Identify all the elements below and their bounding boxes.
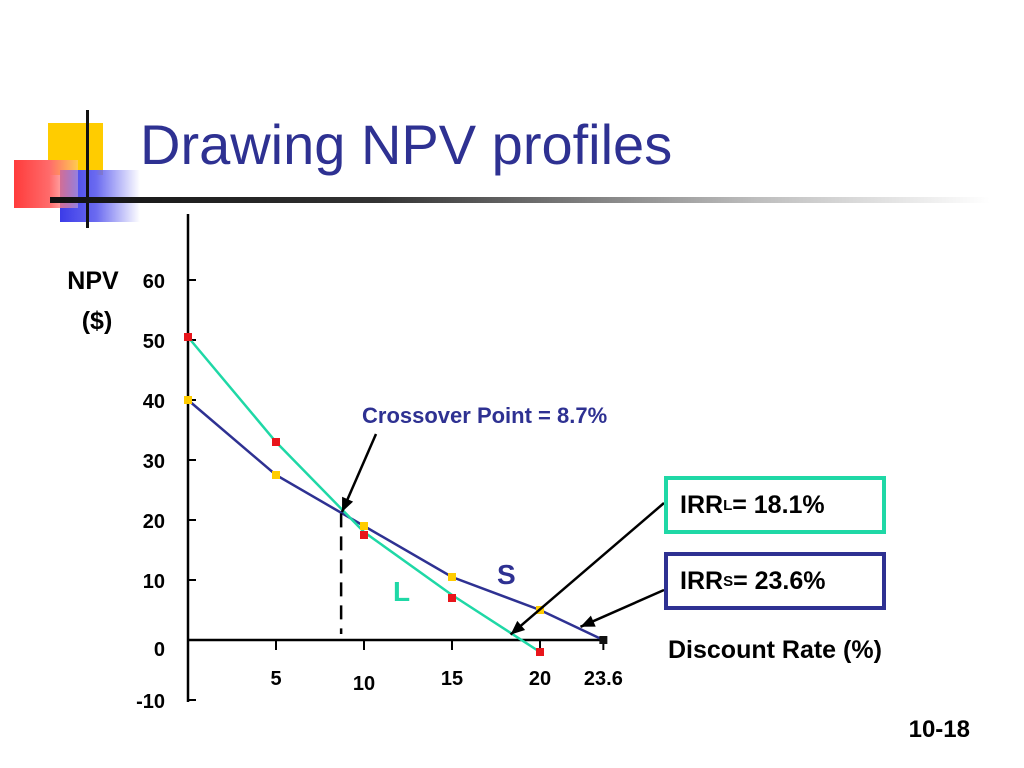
series-l-point — [184, 333, 192, 341]
y-tick-label: 30 — [143, 451, 165, 473]
y-axis-label-line1: NPV — [67, 267, 119, 295]
series-s-point — [360, 522, 368, 530]
deco-vertical-line — [86, 110, 89, 228]
crossover-label: Crossover Point = 8.7% — [362, 403, 607, 428]
y-axis-label-line2: ($) — [82, 307, 113, 335]
series-s-label: S — [497, 559, 516, 590]
irr-s-arrow-head — [580, 615, 596, 627]
series-l-line — [187, 336, 541, 654]
irr-s-arrow-shaft — [579, 588, 665, 628]
series-l-label: L — [393, 576, 410, 607]
y-tick-label: 40 — [143, 391, 165, 413]
irr-s-callout: IRR S = 23.6% — [664, 552, 886, 610]
series-l-point — [448, 594, 456, 602]
crossover-arrow-head — [342, 496, 354, 512]
series-l-point — [272, 438, 280, 446]
x-axis-label: Discount Rate (%) — [668, 636, 882, 664]
series-s-line — [187, 399, 604, 642]
series-l-point — [360, 531, 368, 539]
irr-l-arrow-shaft — [509, 502, 665, 636]
x-tick-label: 23.6 — [584, 668, 623, 690]
irr-l-subscript: L — [723, 496, 733, 514]
x-tick-label: 20 — [529, 668, 551, 690]
y-tick-label: 10 — [143, 571, 165, 593]
irr-l-value: = 18.1% — [732, 490, 825, 519]
title-divider — [50, 197, 990, 203]
page-number: 10-18 — [908, 716, 970, 743]
irr-l-callout: IRR L = 18.1% — [664, 476, 886, 534]
x-tick-label: 5 — [270, 668, 281, 690]
x-tick-label: 10 — [353, 673, 375, 695]
slide-title: Drawing NPV profiles — [140, 113, 673, 176]
x-tick-label: 15 — [441, 668, 463, 690]
crossover-arrow-shaft — [340, 433, 378, 513]
y-tick-label: 50 — [143, 331, 165, 353]
irr-s-subscript: S — [723, 572, 734, 590]
y-tick-label: -10 — [136, 691, 165, 713]
y-tick-label: 60 — [143, 271, 165, 293]
irr-l-prefix: IRR — [680, 490, 724, 519]
irr-l-arrow-head — [510, 620, 526, 635]
series-s-point — [448, 573, 456, 581]
irr-s-value: = 23.6% — [733, 566, 826, 595]
y-tick-label: 20 — [143, 511, 165, 533]
irr-s-prefix: IRR — [680, 566, 724, 595]
series-s-point — [184, 396, 192, 404]
series-l-point — [536, 648, 544, 656]
y-tick-label: 0 — [154, 639, 165, 661]
series-s-point — [272, 471, 280, 479]
series-s-point — [599, 636, 608, 644]
